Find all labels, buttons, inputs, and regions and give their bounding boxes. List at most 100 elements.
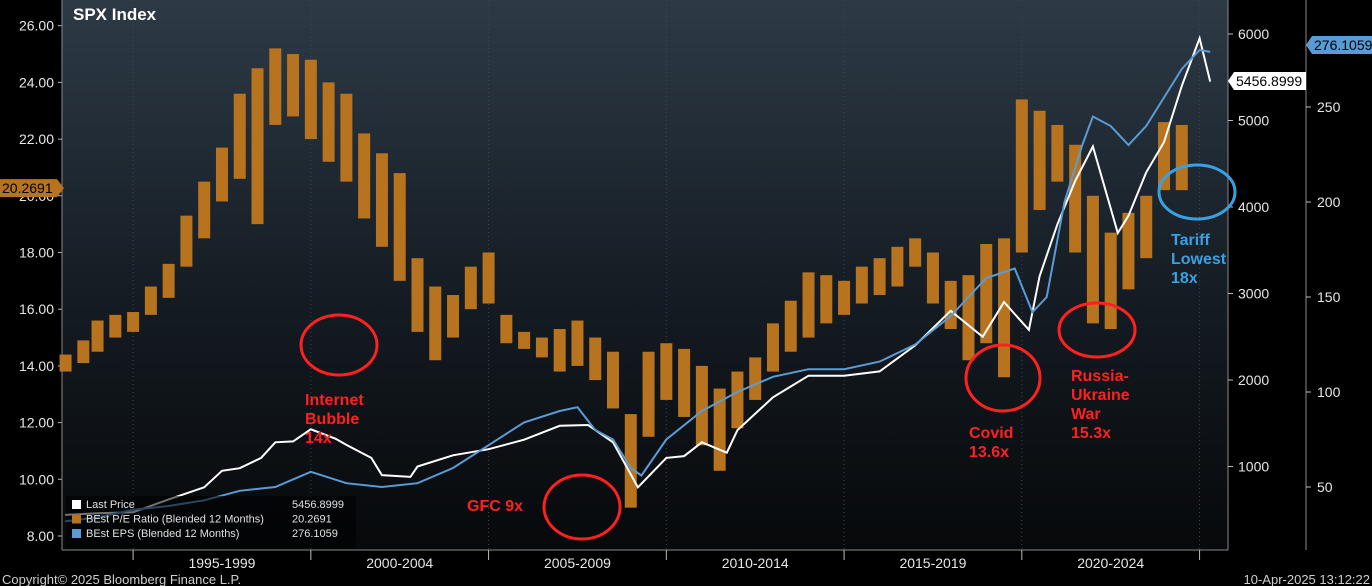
pe-bar <box>59 354 72 372</box>
pe-tick-label: 10.00 <box>19 471 54 487</box>
pe-bar <box>891 246 904 287</box>
pe-bar <box>909 238 922 267</box>
pe-bar <box>429 286 442 361</box>
pe-bar <box>287 54 300 117</box>
legend-swatch <box>72 514 81 524</box>
pe-bar <box>233 93 246 179</box>
x-tick-label: 2015-2019 <box>899 555 966 571</box>
x-tick-label: 2010-2014 <box>722 555 789 571</box>
pe-bar <box>535 337 548 358</box>
pe-bar <box>1104 232 1117 330</box>
annotation-text: Covid <box>969 425 1013 442</box>
pe-bar <box>678 348 691 417</box>
pe-bars <box>59 48 1188 508</box>
annotation-text: Bubble <box>305 411 359 428</box>
pe-tick-label: 12.00 <box>19 415 54 431</box>
annotation-text: 14x <box>305 430 332 447</box>
pe-bar <box>589 337 602 381</box>
pe-bar <box>873 258 886 296</box>
pe-bar <box>695 365 708 446</box>
pe-bar <box>1122 212 1135 290</box>
pe-tick-label: 14.00 <box>19 358 54 374</box>
legend-label: BEst EPS (Blended 12 Months) <box>86 528 239 540</box>
eps-tick-label: 100 <box>1317 384 1341 400</box>
pe-tick-label: 8.00 <box>27 528 54 544</box>
pe-bar <box>1033 110 1046 210</box>
x-tick-label: 2005-2009 <box>544 555 611 571</box>
x-tick-label: 1995-1999 <box>188 555 255 571</box>
price-tick-label: 6000 <box>1238 26 1269 42</box>
pe-bar <box>1086 195 1099 324</box>
legend-swatch <box>72 500 81 509</box>
annotation-text: GFC 9x <box>467 498 523 515</box>
annotation-text: 13.6x <box>969 444 1009 461</box>
copyright: Copyright© 2025 Bloomberg Finance L.P. <box>2 572 241 586</box>
pe-bar <box>642 351 655 437</box>
pe-bar <box>1015 99 1028 253</box>
pe-bar <box>482 252 495 304</box>
pe-bar <box>855 266 868 304</box>
pe-bar <box>447 295 460 338</box>
legend-value: 5456.8999 <box>292 499 344 511</box>
pe-bar <box>1069 144 1082 253</box>
price-tick-label: 5000 <box>1238 113 1269 129</box>
annotation-circle <box>542 473 622 541</box>
legend-value: 276.1059 <box>292 528 338 540</box>
pe-bar <box>944 280 957 330</box>
eps-last-value: 276.1059 <box>1314 37 1372 53</box>
pe-bar <box>77 340 90 364</box>
price-eps-lines <box>65 34 1212 523</box>
pe-bar <box>180 215 193 267</box>
x-axis: 1995-1999 2000-2004 2005-2009 2010-2014 2015… <box>62 549 1228 571</box>
price-tick-label: 2000 <box>1238 372 1269 388</box>
pe-bar <box>518 331 531 349</box>
pe-bar <box>340 93 353 182</box>
pe-bar <box>144 286 157 315</box>
pe-last-value: 20.2691 <box>2 180 53 196</box>
pe-bar <box>215 147 228 202</box>
annotation-text: 18x <box>1171 270 1198 287</box>
x-tick-label: 2020-2024 <box>1077 555 1144 571</box>
pe-tick-label: 24.00 <box>19 74 54 90</box>
pe-last-tag <box>0 179 64 198</box>
price-last-value: 5456.8999 <box>1236 73 1302 89</box>
timestamp: 10-Apr-2025 13:12:22 <box>1244 572 1370 586</box>
legend: Last Price 5456.8999 BEst P/E Ratio (Blend… <box>66 496 356 548</box>
pe-tick-label: 16.00 <box>19 301 54 317</box>
annotation-text: Ukraine <box>1071 387 1130 404</box>
pe-bar <box>322 82 335 162</box>
eps-tick-label: 150 <box>1317 289 1341 305</box>
pe-bar <box>749 357 762 400</box>
annotation-text: Internet <box>305 392 364 409</box>
last-value-tags: 20.2691 5456.8999 276.1059 <box>0 36 1372 198</box>
price-line <box>65 34 1212 516</box>
pe-bar <box>304 59 317 140</box>
pe-bar <box>411 258 424 332</box>
legend-label: Last Price <box>86 499 135 511</box>
pe-bar <box>766 323 779 372</box>
annotations: Internet Bubble 14x GFC 9x Covid 13.6x Russia-… <box>299 163 1237 541</box>
annotation-circle <box>1057 301 1137 359</box>
pe-bar <box>269 48 282 125</box>
pe-bar <box>91 320 104 352</box>
pe-bar <box>1158 122 1171 191</box>
price-last-tag <box>1228 71 1306 90</box>
eps-tick-label: 200 <box>1317 194 1341 210</box>
pe-bar <box>1140 195 1153 259</box>
price-tick-label: 4000 <box>1238 199 1269 215</box>
pe-bar <box>820 275 833 324</box>
annotation-text: Tariff <box>1171 232 1210 249</box>
pe-bar <box>660 343 673 400</box>
price-tick-label: 3000 <box>1238 286 1269 302</box>
pe-bar <box>375 153 388 247</box>
pe-bar <box>127 312 140 332</box>
legend-value: 20.2691 <box>292 514 332 526</box>
pe-bar <box>962 275 975 361</box>
legend-box <box>66 496 356 548</box>
pe-bar <box>926 252 939 304</box>
pe-bar <box>731 371 744 429</box>
annotation-text: Lowest <box>1171 251 1227 268</box>
pe-bar <box>571 320 584 366</box>
annotation-text: 15.3x <box>1071 425 1111 442</box>
